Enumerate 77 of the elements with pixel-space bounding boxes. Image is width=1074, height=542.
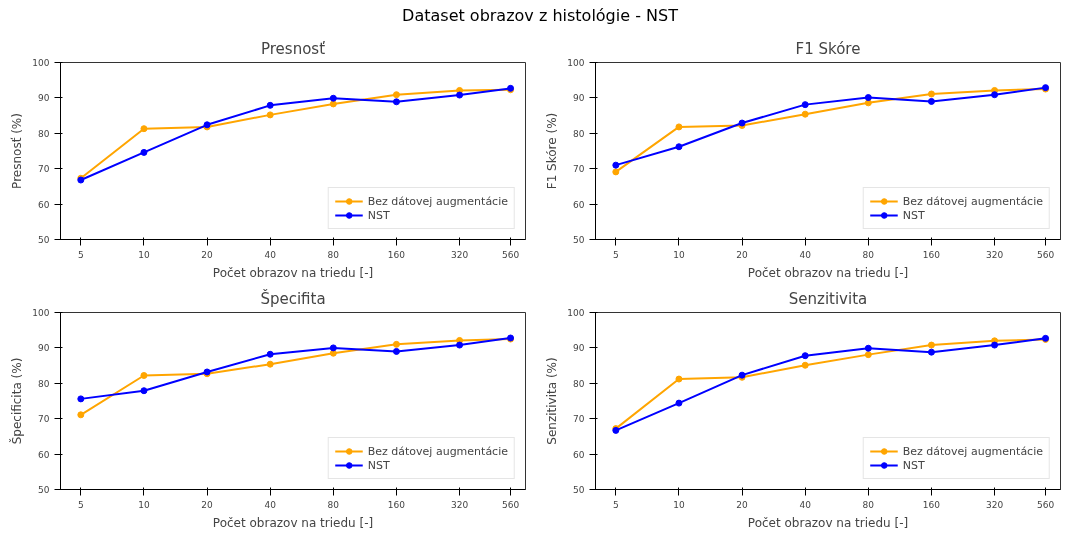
y-tick-label: 80 [573, 128, 585, 139]
y-tick-label: 100 [567, 58, 585, 68]
y-axis-title: Senzitivita (%) [545, 357, 560, 445]
x-tick-label: 5 [612, 249, 619, 260]
x-tick-label: 80 [327, 499, 340, 510]
y-tick-label: 60 [38, 199, 50, 210]
chart-title: F1 Skóre [795, 39, 861, 58]
y-tick-label: 100 [567, 308, 585, 318]
x-tick-label: 160 [922, 249, 941, 260]
legend-label: Bez dátovej augmentácie [367, 444, 508, 458]
x-tick-label: 40 [264, 499, 277, 510]
x-tick-label: 80 [862, 249, 875, 260]
legend-label: Bez dátovej augmentácie [367, 194, 508, 208]
x-tick-label: 80 [862, 499, 875, 510]
chart-title: Presnosť [260, 39, 326, 58]
y-tick-label: 90 [573, 343, 585, 354]
x-tick-label: 560 [1036, 249, 1055, 260]
x-tick-label: 5 [77, 249, 84, 260]
legend-label: Bez dátovej augmentácie [902, 444, 1043, 458]
y-axis-title: Presnosť (%) [10, 113, 25, 189]
x-tick-label: 320 [985, 499, 1004, 510]
legend-label: NST [902, 208, 925, 222]
x-tick-label: 10 [673, 499, 685, 510]
y-tick-label: 60 [573, 199, 585, 210]
y-tick-label: 100 [32, 58, 50, 68]
y-axis-title: F1 Skóre (%) [545, 112, 560, 190]
x-axis-title: Počet obrazov na triedu [-] [747, 265, 909, 280]
x-tick-label: 10 [673, 249, 685, 260]
text: Dataset obrazov z histológie - NST [402, 5, 678, 27]
x-tick-label: 320 [450, 249, 469, 260]
x-tick-label: 80 [327, 249, 340, 260]
x-axis-title: Počet obrazov na triedu [-] [212, 515, 374, 530]
x-tick-label: 160 [387, 249, 406, 260]
x-tick-label: 560 [501, 249, 520, 260]
chart-title: Špecifita [260, 288, 326, 308]
x-tick-label: 560 [1036, 499, 1055, 510]
x-tick-label: 40 [264, 249, 277, 260]
y-tick-label: 80 [38, 378, 50, 389]
y-tick-label: 60 [38, 449, 50, 460]
x-tick-label: 20 [736, 499, 749, 510]
y-tick-label: 100 [32, 308, 50, 318]
y-tick-label: 50 [573, 235, 585, 245]
legend-label: NST [367, 208, 390, 222]
y-tick-label: 50 [38, 235, 50, 245]
y-tick-label: 70 [38, 414, 50, 425]
y-tick-label: 70 [38, 164, 50, 175]
x-tick-label: 20 [201, 249, 214, 260]
y-tick-label: 50 [573, 485, 585, 495]
x-tick-label: 320 [450, 499, 469, 510]
x-tick-label: 320 [985, 249, 1004, 260]
x-tick-label: 10 [138, 249, 150, 260]
x-tick-label: 5 [612, 499, 619, 510]
chart-title: Senzitivita [788, 289, 868, 308]
y-tick-label: 90 [38, 93, 50, 104]
y-tick-label: 70 [573, 414, 585, 425]
x-tick-label: 20 [736, 249, 749, 260]
x-tick-label: 560 [501, 499, 520, 510]
x-tick-label: 160 [922, 499, 941, 510]
x-tick-label: 20 [201, 499, 214, 510]
x-tick-label: 160 [387, 499, 406, 510]
y-tick-label: 60 [573, 449, 585, 460]
y-tick-label: 80 [38, 128, 50, 139]
y-tick-label: 70 [573, 164, 585, 175]
y-tick-label: 90 [38, 343, 50, 354]
legend-label: NST [367, 458, 390, 472]
y-tick-label: 80 [573, 378, 585, 389]
x-tick-label: 40 [799, 249, 812, 260]
x-tick-label: 5 [77, 499, 84, 510]
x-tick-label: 10 [138, 499, 150, 510]
y-axis-title: Špecificita (%) [9, 357, 25, 445]
legend-label: Bez dátovej augmentácie [902, 194, 1043, 208]
x-tick-label: 40 [799, 499, 812, 510]
y-tick-label: 90 [573, 93, 585, 104]
y-tick-label: 50 [38, 485, 50, 495]
x-axis-title: Počet obrazov na triedu [-] [747, 515, 909, 530]
legend-label: NST [902, 458, 925, 472]
x-axis-title: Počet obrazov na triedu [-] [212, 265, 374, 280]
